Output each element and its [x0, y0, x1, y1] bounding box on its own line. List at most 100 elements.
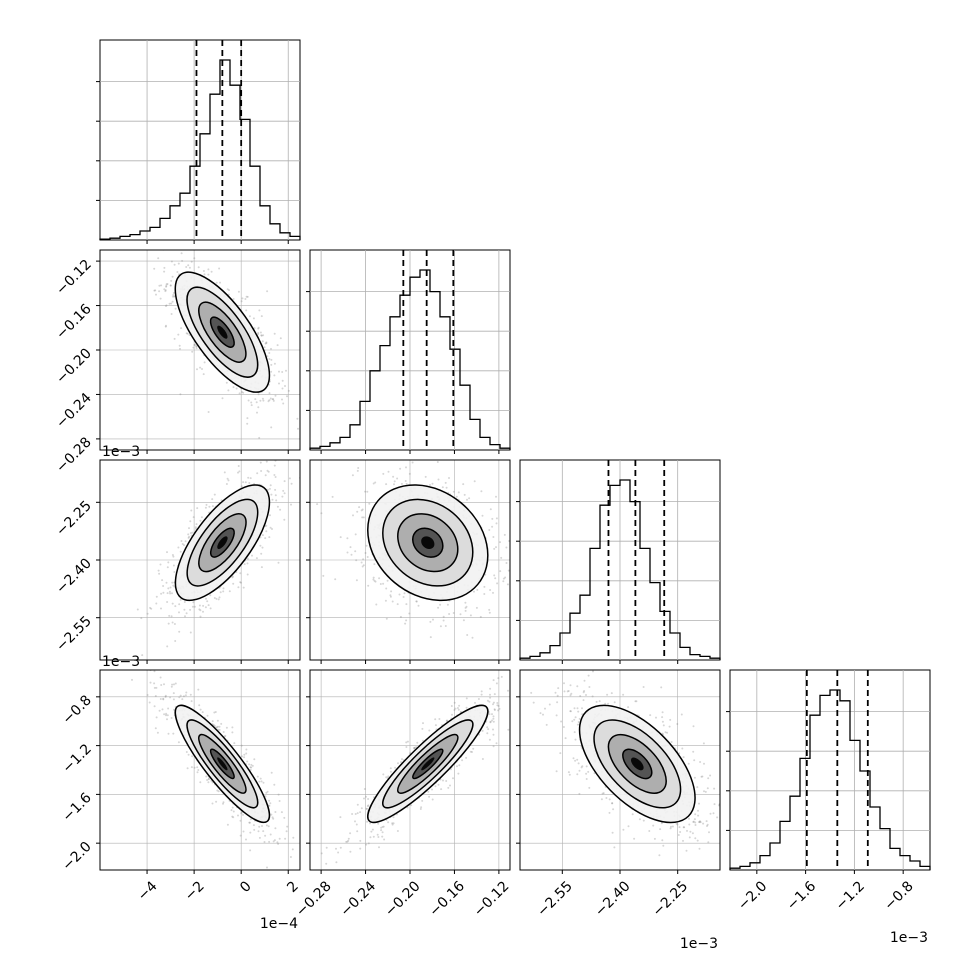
- scatter-point: [268, 840, 271, 843]
- scatter-point: [392, 822, 395, 825]
- contour-line-1: [382, 498, 474, 587]
- contour-line-2: [198, 733, 247, 794]
- scatter-point: [706, 787, 709, 790]
- scatter-point: [274, 394, 277, 397]
- contour-line-2: [397, 733, 459, 794]
- scatter-point: [493, 693, 496, 696]
- scatter-point: [219, 591, 222, 594]
- scatter-point: [273, 474, 276, 476]
- scatter-point: [585, 772, 588, 775]
- scatter-point: [226, 477, 229, 480]
- scatter-point: [207, 781, 210, 784]
- scatter-point: [431, 482, 434, 485]
- scatter-point: [232, 816, 235, 819]
- scatter-point: [316, 503, 319, 506]
- scatter-point: [192, 601, 195, 604]
- scatter-panel-3-0: [96, 669, 301, 874]
- scatter-point: [248, 821, 251, 824]
- scatter-point: [337, 871, 339, 873]
- scatter-point: [164, 694, 167, 697]
- scatter-point: [421, 727, 424, 730]
- scatter-point: [390, 590, 393, 593]
- scatter-point: [240, 812, 243, 815]
- scatter-point: [405, 746, 408, 748]
- scatter-point: [290, 482, 293, 485]
- scatter-point: [427, 790, 430, 793]
- scatter-point: [496, 702, 499, 704]
- scatter-point: [420, 806, 423, 809]
- scatter-point: [465, 706, 468, 709]
- scatter-point: [213, 724, 216, 727]
- scatter-point: [257, 327, 260, 330]
- scatter-point: [367, 798, 370, 800]
- scatter-point: [157, 257, 160, 260]
- scatter-point: [281, 398, 283, 401]
- scatter-point: [170, 302, 173, 305]
- scatter-point: [202, 610, 204, 613]
- scatter-point: [231, 731, 234, 734]
- scatter-panel-1-0: [96, 249, 301, 454]
- scatter-point: [432, 618, 434, 621]
- scatter-point: [570, 692, 573, 695]
- scatter-point: [169, 284, 172, 287]
- scatter-point: [199, 609, 202, 612]
- scatter-point: [283, 480, 286, 483]
- scatter-point: [405, 466, 407, 469]
- scatter-point: [404, 622, 407, 625]
- scatter-point: [222, 802, 224, 805]
- scatter-point: [492, 733, 495, 736]
- scatter-point: [445, 719, 448, 722]
- scatter-point: [225, 726, 228, 729]
- scatter-point: [507, 689, 509, 692]
- scatter-point: [349, 832, 352, 835]
- scatter-point: [166, 592, 169, 595]
- scatter-point: [398, 593, 401, 596]
- scatter-point: [250, 404, 253, 407]
- scatter-point: [197, 266, 200, 269]
- scatter-point: [224, 734, 227, 737]
- density-level-4: [421, 757, 435, 771]
- scatter-point: [431, 798, 434, 801]
- scatter-point: [179, 598, 182, 601]
- scatter-point: [437, 478, 440, 481]
- scatter-point: [265, 342, 268, 345]
- scatter-point: [261, 534, 264, 537]
- scatter-point: [197, 688, 200, 691]
- scatter-point: [680, 713, 683, 716]
- scatter-point: [209, 607, 212, 610]
- scatter-point: [149, 681, 152, 684]
- scatter-point: [366, 820, 369, 823]
- scatter-point: [268, 536, 271, 539]
- scatter-point: [222, 801, 225, 804]
- panel-content: [310, 670, 510, 873]
- scatter-point: [218, 725, 221, 728]
- scatter-point: [489, 721, 492, 724]
- scatter-point: [694, 821, 697, 824]
- scatter-point: [171, 683, 174, 686]
- scatter-point: [259, 461, 262, 464]
- scatter-point: [292, 836, 295, 839]
- scatter-point: [203, 273, 206, 276]
- scatter-point: [365, 544, 368, 547]
- scatter-point: [186, 767, 189, 770]
- scatter-point: [185, 691, 188, 694]
- scatter-point: [172, 732, 175, 735]
- scatter-point: [233, 742, 236, 745]
- scatter-point: [256, 775, 259, 778]
- scatter-point: [462, 483, 465, 486]
- scatter-point: [258, 436, 261, 439]
- scatter-point: [260, 315, 263, 318]
- scatter-point: [492, 701, 495, 704]
- scatter-point: [253, 828, 256, 831]
- scatter-point: [281, 371, 284, 373]
- scatter-point: [354, 550, 357, 553]
- scatter-point: [493, 708, 496, 711]
- scatter-point: [448, 477, 450, 479]
- scatter-point: [170, 717, 173, 719]
- scatter-point: [153, 686, 156, 689]
- scatter-point: [162, 585, 165, 587]
- scatter-point: [331, 495, 334, 498]
- scatter-point: [492, 717, 495, 720]
- scatter-point: [493, 574, 496, 577]
- scatter-point: [276, 841, 279, 844]
